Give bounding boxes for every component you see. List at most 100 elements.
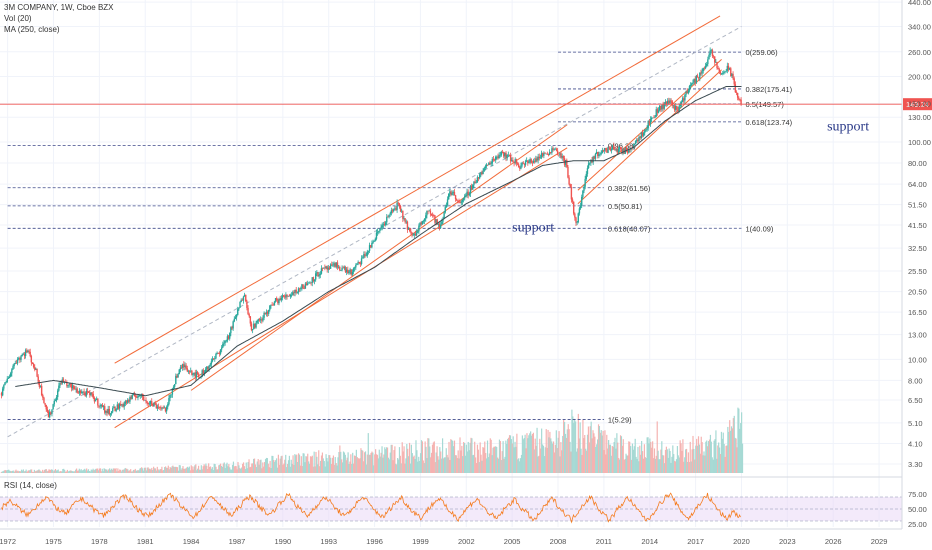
volume-bar xyxy=(317,464,319,473)
price-axis[interactable]: 149.24440.00340.00260.00200.00150.00130.… xyxy=(901,0,932,529)
volume-bar xyxy=(297,453,300,473)
volume-bar xyxy=(83,469,85,473)
candle-body xyxy=(241,299,244,301)
candle-body xyxy=(435,219,437,223)
candle-body xyxy=(339,266,341,271)
volume-bar xyxy=(441,458,443,473)
candle-body xyxy=(342,267,344,269)
volume-bar xyxy=(98,468,101,473)
volume-bar xyxy=(485,452,487,473)
candle-body xyxy=(175,375,177,385)
volume-bar xyxy=(265,457,268,473)
volume-bar xyxy=(534,438,536,473)
volume-bar xyxy=(111,469,113,473)
volume-bar xyxy=(659,459,661,473)
volume-bar xyxy=(630,446,632,473)
volume-bar xyxy=(264,462,266,473)
volume-bar xyxy=(542,445,545,473)
candle-body xyxy=(664,101,667,105)
candle-body xyxy=(168,398,170,405)
candle-body xyxy=(545,153,547,155)
volume-bar xyxy=(551,441,553,473)
volume-bar xyxy=(364,451,367,473)
candle-body xyxy=(50,412,52,414)
volume-bar xyxy=(493,446,495,473)
candle-body xyxy=(428,210,430,212)
volume-bar xyxy=(628,441,630,473)
candle-body xyxy=(738,97,740,100)
volume-bar xyxy=(215,466,217,473)
candle-body xyxy=(194,372,197,378)
volume-bar xyxy=(56,470,58,473)
volume-bar xyxy=(80,469,82,473)
volume-bar xyxy=(514,441,516,473)
volume-bar xyxy=(395,463,397,473)
candle-body xyxy=(368,245,371,251)
candle-body xyxy=(79,390,82,394)
volume-bar xyxy=(42,471,45,473)
candle-body xyxy=(364,254,366,256)
candle-body xyxy=(240,299,242,303)
volume-bar xyxy=(295,455,297,473)
volume-bar xyxy=(655,455,657,473)
candle-body xyxy=(85,391,88,396)
candle-body xyxy=(667,100,669,104)
volume-bar xyxy=(543,456,545,473)
candle-body xyxy=(520,165,522,169)
candle-body xyxy=(75,388,77,390)
volume-bar xyxy=(108,469,110,473)
candle-body xyxy=(650,117,653,120)
volume-bar xyxy=(169,466,171,473)
volume-bar xyxy=(137,470,139,473)
candle-body xyxy=(539,157,542,159)
volume-bar xyxy=(253,458,255,473)
volume-bar xyxy=(423,463,425,473)
candle-body xyxy=(137,396,139,398)
candle-body xyxy=(536,158,538,161)
volume-bar xyxy=(354,456,357,473)
volume-bar xyxy=(571,409,573,473)
candle-body xyxy=(481,172,483,175)
volume-bar xyxy=(553,452,556,473)
time-axis[interactable]: 1972 1975 1978 1981 1984 1987 1990 1993 1996 1999… xyxy=(0,537,887,546)
candle-body xyxy=(157,406,160,408)
volume-bar xyxy=(237,462,239,473)
volume-bar xyxy=(412,456,414,473)
candle-body xyxy=(645,129,647,131)
volume-bar xyxy=(244,469,246,473)
volume-bar xyxy=(205,463,207,473)
volume-bar xyxy=(256,461,258,473)
ma-line xyxy=(15,86,742,397)
volume-bar xyxy=(466,451,468,473)
candle-body xyxy=(700,72,702,74)
candle-body xyxy=(717,67,719,70)
candle-body xyxy=(331,264,333,266)
candle-body xyxy=(289,295,292,297)
volume-bar xyxy=(183,468,185,473)
volume-bar xyxy=(54,468,57,473)
volume-bar xyxy=(453,440,456,473)
candle-body xyxy=(493,159,496,161)
volume-bar xyxy=(310,456,313,473)
volume-bar xyxy=(160,469,162,473)
candle-body xyxy=(466,191,468,195)
volume-bar xyxy=(379,456,381,473)
volume-bar xyxy=(360,448,362,473)
candle-body xyxy=(255,322,257,328)
volume-bar xyxy=(122,469,124,473)
candle-body xyxy=(48,412,51,418)
candle-body xyxy=(692,82,694,84)
volume-bar xyxy=(509,435,512,473)
volume-bar xyxy=(342,451,345,473)
candle-body xyxy=(448,193,450,200)
volume-bar xyxy=(441,438,444,473)
volume-bar xyxy=(443,457,446,473)
volume-bar xyxy=(452,446,455,473)
volume-bar xyxy=(49,470,51,473)
volume-bar xyxy=(290,459,292,473)
candle-body xyxy=(607,147,609,153)
volume-bar xyxy=(110,468,113,473)
y-tick-label: 13.00 xyxy=(908,331,927,340)
volume-bar xyxy=(227,466,229,473)
